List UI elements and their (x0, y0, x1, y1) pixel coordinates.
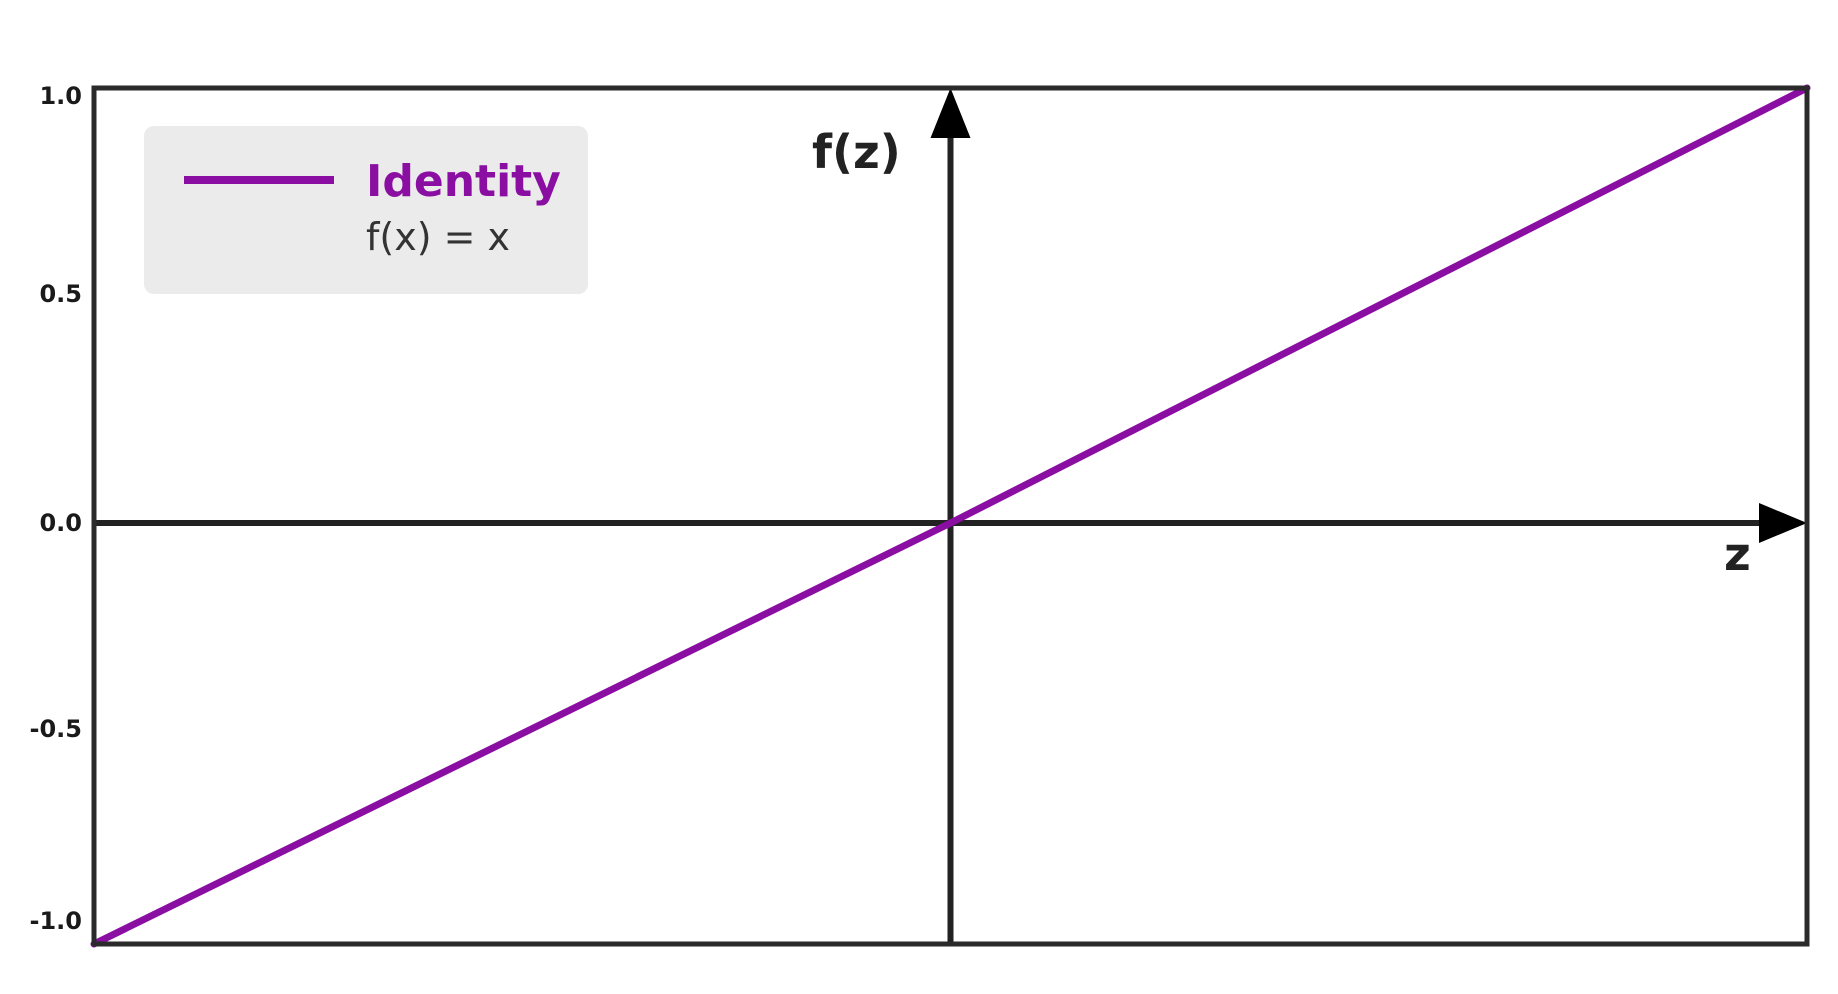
legend-box (144, 126, 588, 294)
series-line-identity (90, 84, 1811, 948)
y-tick-label-neg-0-5: -0.5 (30, 715, 82, 743)
x-axis-arrow-icon (1759, 503, 1807, 543)
y-axis-label: f(z) (812, 125, 901, 179)
legend-series-name: Identity (366, 156, 561, 207)
y-tick-label-0-5: 0.5 (39, 280, 82, 308)
plot-layer (90, 84, 1811, 948)
y-tick-label-neg-1: -1.0 (30, 907, 82, 935)
legend-series-formula: f(x) = x (366, 215, 510, 259)
plot-frame (91, 85, 1810, 947)
y-tick-label-0: 0.0 (39, 509, 82, 537)
y-tick-label-1: 1.0 (39, 82, 82, 110)
x-axis-label: z (1724, 527, 1751, 581)
y-axis-arrow-icon (930, 88, 971, 138)
